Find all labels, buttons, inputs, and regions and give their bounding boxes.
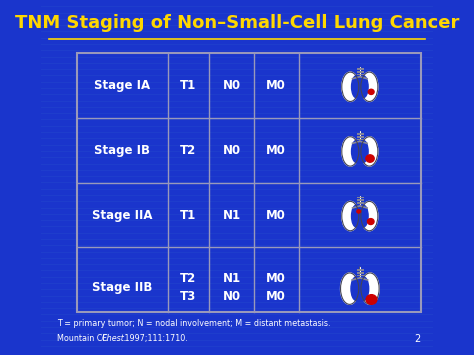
Text: M0
M0: M0 M0 (266, 272, 286, 303)
Text: N1
N0: N1 N0 (222, 272, 241, 303)
Text: N1: N1 (222, 209, 241, 222)
Text: M0: M0 (266, 209, 286, 222)
Ellipse shape (358, 205, 368, 227)
Circle shape (366, 155, 374, 162)
Ellipse shape (340, 273, 359, 304)
Text: Chest.: Chest. (102, 334, 128, 343)
Text: Stage IIB: Stage IIB (92, 281, 152, 294)
Circle shape (357, 210, 361, 213)
Text: N0: N0 (222, 144, 241, 157)
Ellipse shape (352, 205, 362, 227)
Text: T1: T1 (180, 79, 197, 92)
Text: 1997;111:1710.: 1997;111:1710. (121, 334, 187, 343)
Text: T2
T3: T2 T3 (180, 272, 197, 303)
Ellipse shape (358, 140, 368, 163)
Text: M0: M0 (266, 144, 286, 157)
Text: 2: 2 (415, 334, 421, 344)
Ellipse shape (361, 273, 379, 304)
Text: N0: N0 (222, 79, 241, 92)
Ellipse shape (342, 72, 359, 102)
Ellipse shape (352, 76, 362, 98)
Text: M0: M0 (266, 79, 286, 92)
Text: T = primary tumor; N = nodal involvement; M = distant metastasis.: T = primary tumor; N = nodal involvement… (57, 319, 330, 328)
Circle shape (368, 89, 374, 94)
Text: Stage IB: Stage IB (94, 144, 150, 157)
Ellipse shape (342, 201, 359, 231)
Text: Stage IIA: Stage IIA (92, 209, 153, 222)
Text: Stage IA: Stage IA (94, 79, 150, 92)
Circle shape (366, 295, 377, 304)
Text: TNM Staging of Non–Small-Cell Lung Cancer: TNM Staging of Non–Small-Cell Lung Cance… (15, 14, 459, 32)
Circle shape (367, 219, 374, 224)
Ellipse shape (352, 140, 362, 163)
Ellipse shape (361, 137, 378, 166)
Ellipse shape (358, 277, 369, 301)
Ellipse shape (361, 201, 378, 231)
Text: Mountain CF.: Mountain CF. (57, 334, 110, 343)
Ellipse shape (358, 76, 368, 98)
Ellipse shape (361, 72, 378, 102)
Ellipse shape (351, 277, 362, 301)
Bar (76, 54, 421, 312)
Text: T2: T2 (180, 144, 197, 157)
Ellipse shape (342, 137, 359, 166)
Text: T1: T1 (180, 209, 197, 222)
